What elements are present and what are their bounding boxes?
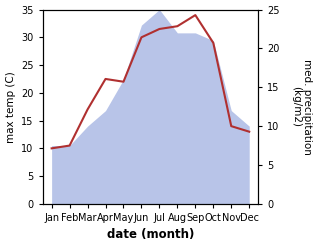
X-axis label: date (month): date (month) [107,228,194,242]
Y-axis label: med. precipitation
(kg/m2): med. precipitation (kg/m2) [291,59,313,155]
Y-axis label: max temp (C): max temp (C) [5,71,16,143]
